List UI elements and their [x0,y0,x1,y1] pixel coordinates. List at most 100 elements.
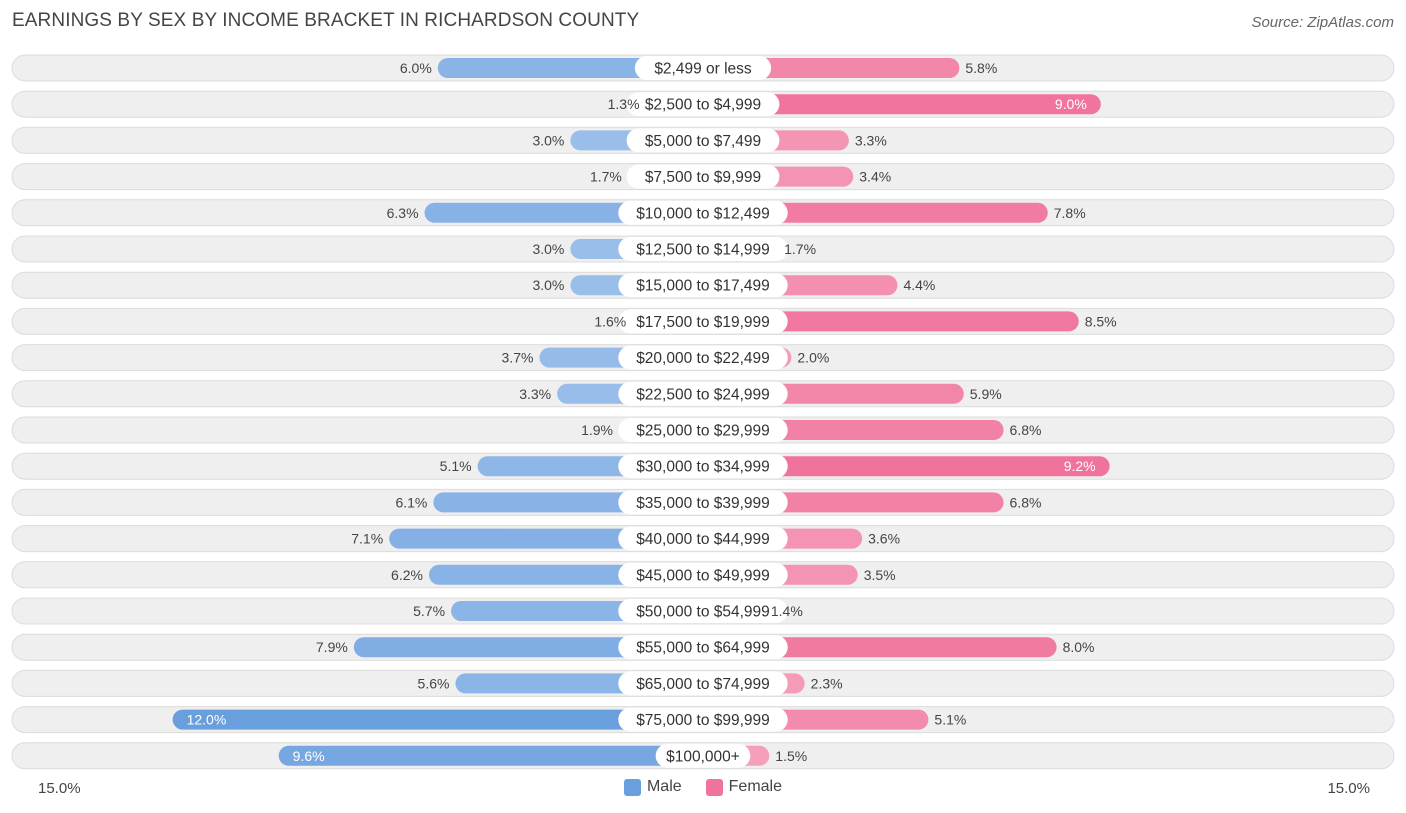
male-value-label: 5.6% [418,675,450,691]
category-pill [618,490,788,515]
legend: Male Female [0,778,1406,796]
male-value-label: 6.3% [387,205,419,221]
male-value-label: 6.2% [391,567,423,583]
category-pill [618,381,788,406]
category-label: $55,000 to $64,999 [636,640,770,657]
male-value-label: 6.0% [400,60,432,76]
category-pill [618,309,788,334]
female-value-label: 3.3% [855,132,887,148]
category-label: $100,000+ [666,748,740,765]
female-value-label: 2.3% [811,675,843,691]
legend-item-female[interactable]: Female [705,778,783,796]
male-value-label: 3.3% [519,386,551,402]
category-pill [618,707,788,732]
category-pill [618,200,788,225]
category-label: $75,000 to $99,999 [636,712,770,729]
category-label: $25,000 to $29,999 [636,423,770,440]
male-value-label: 3.7% [502,350,534,366]
female-value-label: 1.5% [775,748,807,764]
axis-right-label: 15.0% [1327,780,1370,797]
female-value-label: 8.5% [1085,313,1117,329]
category-label: $12,500 to $14,999 [636,242,770,259]
female-bar [703,311,1079,332]
category-label: $40,000 to $44,999 [636,531,770,548]
category-pill [618,562,788,587]
male-bar [172,709,704,730]
female-value-label: 9.2% [1064,458,1096,474]
female-value-label: 3.6% [868,531,900,547]
male-value-label: 1.9% [581,422,613,438]
category-pill [626,164,780,189]
female-value-label: 3.5% [864,567,896,583]
category-pill [626,128,780,153]
category-label: $10,000 to $12,499 [636,205,770,222]
female-bar [703,637,1057,658]
male-value-label: 7.9% [316,639,348,655]
category-pill [618,454,788,479]
male-value-label: 5.7% [413,603,445,619]
category-pill [655,743,751,768]
female-bar [703,456,1110,477]
category-pill [618,418,788,442]
category-label: $22,500 to $24,999 [636,386,770,403]
male-value-label: 6.1% [395,494,427,510]
female-value-label: 1.7% [784,241,816,257]
female-value-label: 2.0% [797,350,829,366]
category-pill [634,56,772,80]
category-pill [626,92,780,117]
category-label: $30,000 to $34,999 [636,459,770,476]
category-label: $17,500 to $19,999 [636,314,770,331]
category-pill [618,237,788,261]
category-label: $45,000 to $49,999 [636,567,770,584]
category-pill [618,273,788,298]
category-label: $50,000 to $54,999 [636,604,770,621]
male-value-label: 3.0% [532,241,564,257]
male-value-label: 7.1% [351,531,383,547]
female-value-label: 5.9% [970,386,1002,402]
category-pill [618,599,788,623]
female-bar [703,202,1048,223]
category-label: $15,000 to $17,499 [636,278,770,295]
legend-label-male: Male [646,778,682,795]
category-pill [618,345,788,370]
category-label: $35,000 to $39,999 [636,495,770,512]
male-value-label: 5.1% [440,458,472,474]
male-value-label: 3.0% [532,277,564,293]
legend-swatch-male [623,778,641,796]
female-value-label: 5.1% [934,712,966,728]
male-value-label: 1.3% [608,96,640,112]
category-label: $20,000 to $22,499 [636,350,770,367]
category-pill [618,671,788,696]
female-value-label: 6.8% [1010,422,1042,438]
category-label: $2,500 to $4,999 [645,97,761,114]
category-label: $5,000 to $7,499 [645,133,761,150]
category-label: $2,499 or less [654,61,752,78]
category-pill [618,526,788,551]
category-label: $65,000 to $74,999 [636,676,770,693]
category-pill [618,635,788,660]
male-bar [353,637,703,658]
category-label: $7,500 to $9,999 [645,169,761,186]
female-value-label: 8.0% [1063,639,1095,655]
source-label: Source: ZipAtlas.com [1251,14,1394,31]
male-bar [278,745,703,766]
female-value-label: 3.4% [859,169,891,185]
female-bar [703,94,1101,115]
legend-label-female: Female [728,778,783,795]
female-value-label: 1.4% [771,603,803,619]
female-value-label: 7.8% [1054,205,1086,221]
legend-swatch-female [705,778,723,796]
female-value-label: 9.0% [1055,96,1087,112]
male-value-label: 9.6% [293,748,325,764]
male-value-label: 1.6% [594,313,626,329]
axis-left-label: 15.0% [38,780,81,797]
male-value-label: 1.7% [590,169,622,185]
male-value-label: 3.0% [532,132,564,148]
female-value-label: 5.8% [965,60,997,76]
female-value-label: 4.4% [903,277,935,293]
legend-item-male[interactable]: Male [623,778,682,796]
chart-title: EARNINGS BY SEX BY INCOME BRACKET IN RIC… [12,10,640,31]
female-value-label: 6.8% [1010,494,1042,510]
male-value-label: 12.0% [187,712,227,728]
